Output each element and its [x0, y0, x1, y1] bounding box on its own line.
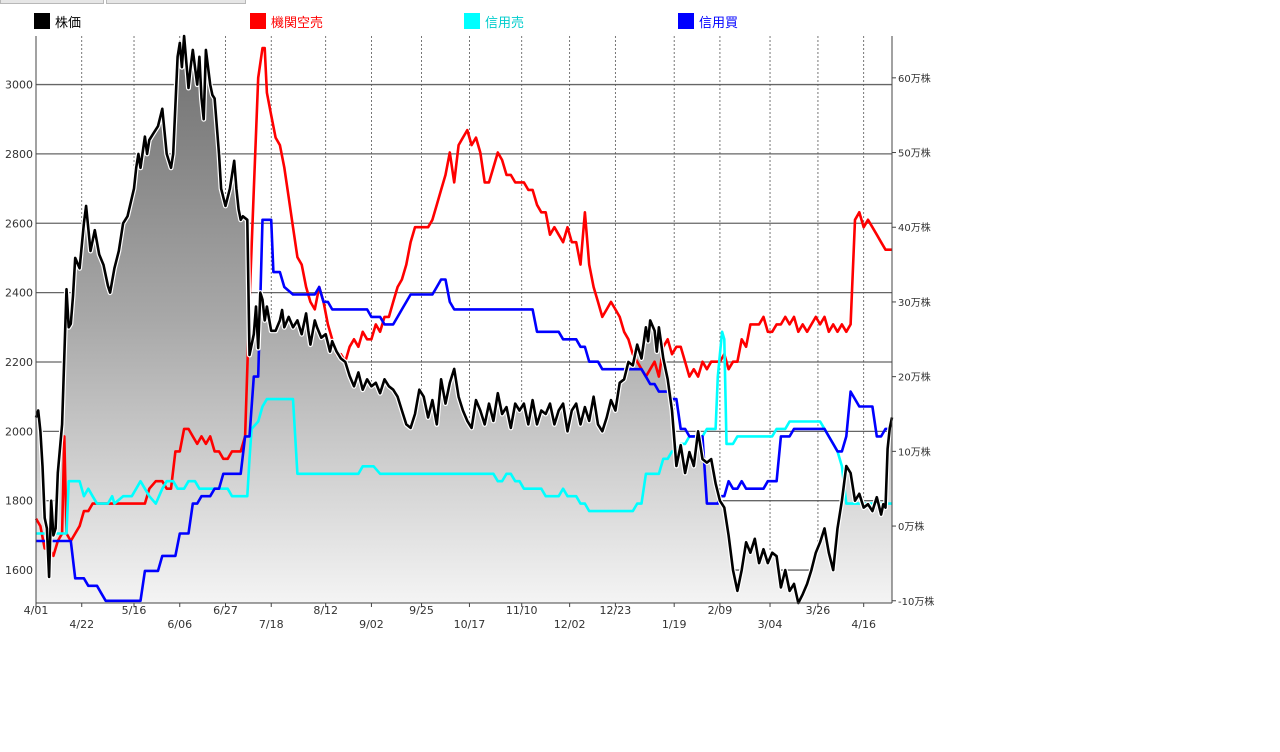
- x-tick-label: 3/04: [758, 618, 783, 631]
- x-tick-label: 4/16: [851, 618, 876, 631]
- x-tick-label: 5/16: [122, 604, 147, 617]
- legend-label: 信用買: [699, 16, 738, 31]
- y-right-tick-label: 30万株: [898, 296, 931, 309]
- y-left-tick-label: 2200: [5, 356, 33, 369]
- chart-legend: 株価 機関空売 信用売 信用買: [34, 13, 738, 31]
- x-tick-label: 6/27: [213, 604, 238, 617]
- y-left-tick-label: 3000: [5, 79, 33, 92]
- series-line-1: [34, 46, 892, 558]
- legend-label: 機関空売: [271, 15, 323, 31]
- y-left-tick-label: 2600: [5, 217, 33, 230]
- plot-frame: [35, 36, 893, 604]
- y-axis-right: -10万株 0万株 10万株 20万株 30万株 40万株 50万株 60万株: [892, 72, 934, 608]
- legend-label: 株価: [55, 16, 81, 31]
- legend-swatch: [464, 13, 480, 29]
- chart-series: [33, 33, 895, 606]
- series-line-3: [36, 218, 892, 603]
- y-left-tick-label: 1800: [5, 495, 33, 508]
- x-tick-label: 12/23: [600, 604, 632, 617]
- legend-label: 信用売: [485, 15, 524, 31]
- x-tick-label: 2/09: [708, 604, 733, 617]
- x-tick-label: 4/22: [69, 618, 94, 631]
- browser-tab[interactable]: [0, 0, 104, 4]
- legend-swatch: [678, 13, 694, 29]
- x-tick-label: 7/18: [259, 618, 284, 631]
- y-right-tick-label: -10万株: [898, 595, 934, 608]
- series-line-2: [36, 330, 892, 535]
- y-left-tick-label: 2400: [5, 287, 33, 300]
- y-right-tick-label: 0万株: [898, 520, 924, 533]
- x-tick-label: 1/19: [662, 618, 687, 631]
- x-axis: 4/01 5/16 6/27 8/12 9/25 11/10 12/23 2/09 3/26 4/…: [24, 603, 876, 631]
- y-right-tick-label: 10万株: [898, 445, 931, 458]
- series-line-0: [34, 34, 894, 605]
- browser-tab-strip: [0, 0, 1280, 4]
- x-tick-label: 4/01: [24, 604, 49, 617]
- x-tick-label: 8/12: [313, 604, 338, 617]
- y-left-tick-label: 2800: [5, 148, 33, 161]
- browser-tab[interactable]: [106, 0, 246, 4]
- x-tick-label: 9/25: [409, 604, 434, 617]
- y-right-tick-label: 20万株: [898, 371, 931, 384]
- x-tick-label: 6/06: [167, 618, 192, 631]
- y-left-tick-label: 1600: [5, 564, 33, 577]
- y-right-tick-label: 60万株: [898, 72, 931, 85]
- x-tick-label: 10/17: [454, 618, 486, 631]
- y-left-tick-label: 2000: [5, 425, 33, 438]
- y-right-tick-label: 40万株: [898, 221, 931, 234]
- y-axis-left: 1600 1800 2000 2200 2400 2600 2800 3000: [5, 79, 33, 578]
- x-tick-label: 11/10: [506, 604, 538, 617]
- x-tick-label: 3/26: [806, 604, 831, 617]
- x-tick-label: 12/02: [554, 618, 586, 631]
- y-right-tick-label: 50万株: [898, 147, 931, 160]
- x-tick-label: 9/02: [359, 618, 384, 631]
- legend-swatch: [34, 13, 50, 29]
- legend-swatch: [250, 13, 266, 29]
